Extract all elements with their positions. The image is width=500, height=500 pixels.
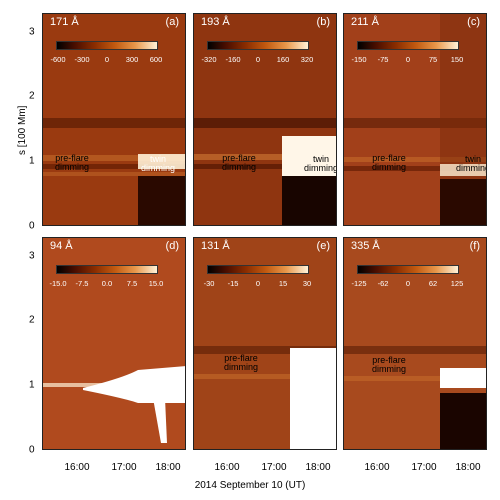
panel-letter: (a): [165, 16, 179, 28]
wavelength-label: 335 Å: [351, 240, 380, 252]
panel-b: 193 Å (b) -320 -160 0 160 320 pre-flare d…: [193, 13, 337, 226]
annotation-twin: twin dimming: [456, 154, 487, 173]
colorbar-ticks: -600 -300 0 300 600: [50, 55, 163, 64]
panel-streaks: [194, 118, 336, 225]
panel-letter: (b): [316, 16, 330, 28]
annotation-pre-flare: pre-flare dimming: [224, 353, 259, 372]
x-tick: 18:00: [305, 462, 331, 473]
wavelength-label: 193 Å: [201, 16, 230, 28]
annotation-pre-flare: pre-flare dimming: [222, 153, 257, 172]
y-tick: 3: [29, 250, 35, 262]
wavelength-label: 211 Å: [351, 16, 379, 28]
panel-f: 335 Å (f) -125 -62 0 62 125 pre-flare dim…: [343, 237, 487, 450]
annotation-twin: twin dimming: [141, 154, 176, 173]
colorbar: [357, 265, 459, 274]
y-tick: 0: [29, 220, 35, 232]
x-tick: 18:00: [155, 462, 181, 473]
y-axis-label: s [100 Mm]: [17, 105, 28, 155]
colorbar: [207, 41, 309, 50]
panel-letter: (c): [467, 16, 480, 28]
x-tick: 17:00: [411, 462, 437, 473]
x-tick: 16:00: [64, 462, 90, 473]
panel-letter: (f): [469, 240, 480, 252]
panel-a: 171 Å (a) -600 -300 0 300 600 pre-flare d…: [42, 13, 186, 226]
colorbar-ticks: -30 -15 0 15 30: [203, 279, 312, 288]
colorbar: [56, 41, 158, 50]
colorbar-ticks: -320 -160 0 160 320: [201, 55, 314, 64]
panel-e: 131 Å (e) -30 -15 0 15 30 pre-flare dimmi…: [193, 237, 337, 450]
panel-streaks: [344, 346, 486, 449]
colorbar-ticks: -125 -62 0 62 125: [351, 279, 464, 288]
colorbar-ticks: -150 -75 0 75 150: [351, 55, 464, 64]
annotation-pre-flare: pre-flare dimming: [372, 355, 407, 374]
x-axis-title: 2014 September 10 (UT): [194, 480, 306, 491]
panel-letter: (e): [316, 240, 330, 252]
y-tick: 3: [29, 26, 35, 38]
y-tick: 0: [29, 444, 35, 456]
colorbar-ticks: -15.0 -7.5 0.0 7.5 15.0: [49, 279, 164, 288]
annotation-pre-flare: pre-flare dimming: [372, 153, 407, 172]
y-tick: 2: [29, 314, 35, 326]
x-tick: 16:00: [364, 462, 390, 473]
y-tick: 1: [29, 155, 35, 167]
colorbar: [207, 265, 309, 274]
x-tick: 18:00: [455, 462, 481, 473]
x-tick: 17:00: [261, 462, 287, 473]
wavelength-label: 131 Å: [201, 240, 230, 252]
colorbar: [56, 265, 158, 274]
wavelength-label: 94 Å: [50, 240, 73, 252]
x-tick: 16:00: [214, 462, 240, 473]
annotation-pre-flare: pre-flare dimming: [55, 153, 90, 172]
panel-letter: (d): [165, 240, 179, 252]
x-tick: 17:00: [111, 462, 137, 473]
panel-c: 211 Å (c) -150 -75 0 75 150 pre-flare dim…: [343, 13, 487, 226]
y-tick: 1: [29, 379, 35, 391]
colorbar: [357, 41, 459, 50]
panel-streaks: [43, 118, 185, 225]
annotation-twin: twin dimming: [304, 154, 337, 173]
panel-streaks: [194, 346, 336, 449]
panel-d: 94 Å (d) -15.0 -7.5 0.0 7.5 15.0: [42, 237, 186, 450]
panel-streaks: [43, 366, 185, 443]
wavelength-label: 171 Å: [50, 16, 79, 28]
y-tick: 2: [29, 90, 35, 102]
